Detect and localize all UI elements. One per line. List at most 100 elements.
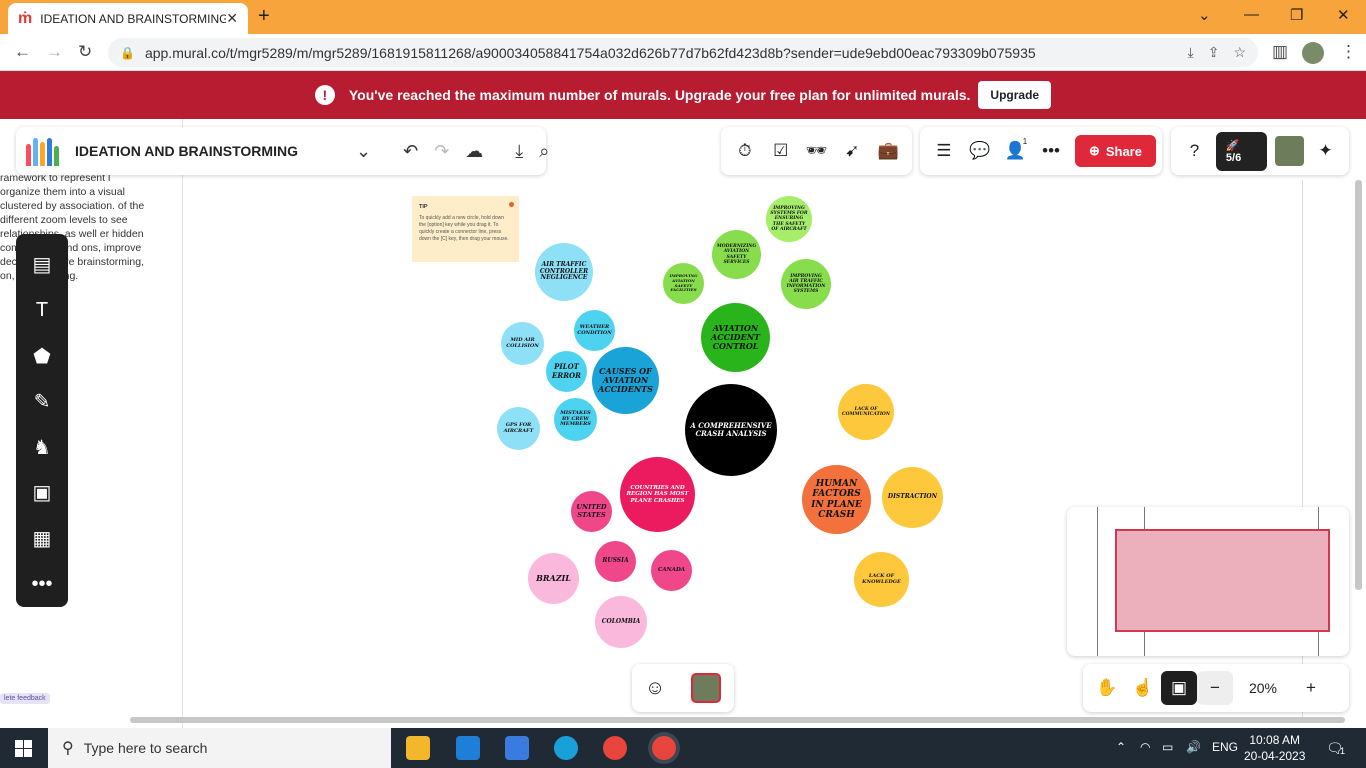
profile-avatar[interactable] xyxy=(1302,42,1324,64)
chrome-active-icon[interactable] xyxy=(652,736,676,760)
circle-countries[interactable]: COUNTRIES AND REGION HAS MOST PLANE CRAS… xyxy=(620,457,695,532)
image-icon[interactable]: ▣ xyxy=(32,482,52,505)
tip-note[interactable]: TIP To quickly add a new circle, hold do… xyxy=(412,196,519,262)
battery-icon[interactable]: ▭ xyxy=(1162,740,1174,754)
minimap[interactable] xyxy=(1067,507,1349,656)
circle-brazil[interactable]: BRAZIL xyxy=(528,553,579,604)
back-icon[interactable]: ← xyxy=(14,42,31,61)
circle-weather[interactable]: WEATHER CONDITION xyxy=(574,310,615,351)
install-app-icon[interactable]: ⤓ xyxy=(1187,44,1194,60)
circle-causes[interactable]: CAUSES OF AVIATION ACCIDENTS xyxy=(592,347,659,414)
onboarding-progress-button[interactable]: 🚀 5/6 xyxy=(1215,131,1267,171)
windows-start-icon[interactable] xyxy=(15,740,32,757)
circle-improving-systems[interactable]: IMPROVING SYSTEMS FOR ENSURING THE SAFET… xyxy=(766,196,812,242)
circle-gps[interactable]: GPS FOR AIRCRAFT xyxy=(497,407,540,450)
voting-icon[interactable]: ☑ xyxy=(773,141,789,160)
new-tab-icon[interactable]: + xyxy=(258,5,270,27)
chevron-down-icon[interactable]: ⌄ xyxy=(355,140,372,161)
mail-icon[interactable] xyxy=(456,736,480,760)
circle-improving-atis[interactable]: IMPROVING AIR TRAFFIC INFORMATION SYSTEM… xyxy=(781,259,831,309)
summon-icon[interactable]: ➹ xyxy=(845,141,860,160)
mural-logo[interactable] xyxy=(26,136,59,166)
more-tools-icon[interactable]: ••• xyxy=(31,572,53,595)
comments-icon[interactable]: 💬 xyxy=(969,141,991,160)
address-bar[interactable]: 🔒 app.mural.co/t/mgr5289/m/mgr5289/16819… xyxy=(108,38,1258,67)
sticky-note-icon[interactable]: ▤ xyxy=(32,254,52,277)
browser-menu-icon[interactable]: ⋮ xyxy=(1340,42,1357,61)
upgrade-button[interactable]: Upgrade xyxy=(978,81,1052,109)
system-clock[interactable]: 10:08 AM 20-04-2023 xyxy=(1244,732,1305,764)
zoom-in-button[interactable]: + xyxy=(1306,678,1316,697)
participant-avatar[interactable] xyxy=(691,673,722,703)
horizontal-scrollbar[interactable] xyxy=(130,717,1345,723)
network-icon[interactable]: ◠ xyxy=(1140,740,1151,754)
restore-icon[interactable]: ❐ xyxy=(1290,7,1304,24)
ai-sparkle-icon[interactable]: ✦ xyxy=(1318,141,1333,160)
circle-center[interactable]: A COMPREHENSIVE CRASH ANALYSIS xyxy=(685,384,777,476)
circle-pilot[interactable]: PILOT ERROR xyxy=(546,351,587,392)
close-tab-icon[interactable]: ✕ xyxy=(226,10,238,26)
volume-icon[interactable]: 🔊 xyxy=(1186,740,1201,754)
draw-pen-icon[interactable]: ✎ xyxy=(33,391,51,414)
side-panel-icon[interactable]: ▥ xyxy=(1272,42,1289,61)
circle-improving-facilities[interactable]: IMPROVING AVIATION SAFETY FACILITIES xyxy=(663,263,704,304)
undo-icon[interactable]: ↶ xyxy=(403,140,419,161)
circle-human[interactable]: HUMAN FACTORS IN PLANE CRASH xyxy=(802,465,871,534)
circle-canada[interactable]: CANADA xyxy=(651,550,692,591)
tray-chevron-icon[interactable]: ⌃ xyxy=(1116,740,1127,754)
share-page-icon[interactable]: ⇪ xyxy=(1207,44,1220,60)
private-mode-icon[interactable]: 🕶 xyxy=(805,141,828,160)
help-icon[interactable]: ? xyxy=(1189,141,1200,160)
download-icon[interactable]: ⤓ xyxy=(515,140,524,161)
tab-search-chevron-icon[interactable]: ⌄ xyxy=(1198,7,1211,24)
circle-russia[interactable]: RUSSIA xyxy=(595,541,636,582)
user-avatar[interactable] xyxy=(1275,136,1305,166)
reload-icon[interactable]: ↻ xyxy=(78,42,93,61)
shapes-connectors-icon[interactable]: ⬟ xyxy=(33,345,51,368)
minimize-icon[interactable]: — xyxy=(1244,6,1259,23)
store-icon[interactable] xyxy=(505,736,529,760)
outline-icon[interactable]: ☰ xyxy=(936,141,952,160)
zoom-out-button[interactable]: − xyxy=(1197,671,1233,705)
touchpad-icon[interactable]: ☝ xyxy=(1132,678,1154,697)
templates-grid-icon[interactable]: ▦ xyxy=(32,528,52,551)
cloud-saved-icon[interactable]: ☁ xyxy=(465,140,484,161)
hand-pan-icon[interactable]: ✋ xyxy=(1096,678,1118,697)
circle-modernizing[interactable]: MODERNIZING AVIATION SAFETY SERVICES xyxy=(712,230,761,279)
forward-icon[interactable]: → xyxy=(46,42,63,61)
minimap-viewport[interactable] xyxy=(1115,529,1330,632)
toolbox-icon[interactable]: 💼 xyxy=(877,141,899,160)
bookmark-star-icon[interactable]: ☆ xyxy=(1233,44,1246,60)
circle-control[interactable]: AVIATION ACCIDENT CONTROL xyxy=(701,303,770,372)
circle-us[interactable]: UNITED STATES xyxy=(571,491,612,532)
mural-title[interactable]: IDEATION AND BRAINSTORMING xyxy=(75,143,298,159)
taskbar-search[interactable]: ⚲ Type here to search xyxy=(48,728,391,768)
emoji-reaction-icon[interactable]: ☺ xyxy=(644,676,666,699)
more-options-icon[interactable]: ••• xyxy=(1042,141,1060,160)
circle-knowledge[interactable]: LACK OF KNOWLEDGE xyxy=(854,552,909,607)
close-window-icon[interactable]: ✕ xyxy=(1337,7,1350,24)
map-toggle-icon[interactable]: ▣ xyxy=(1161,671,1197,705)
collaborators-icon[interactable]: 👤 1 xyxy=(1004,137,1028,160)
feedback-link[interactable]: lete feedback xyxy=(0,693,50,704)
browser-tab-active[interactable]: ṁ IDEATION AND BRAINSTORMING ✕ xyxy=(8,3,248,34)
circle-communication[interactable]: LACK OF COMMUNICATION xyxy=(838,384,894,440)
circle-colombia[interactable]: COLOMBIA xyxy=(595,596,647,648)
search-icon[interactable]: ⌕ xyxy=(539,140,550,161)
notifications-icon[interactable]: 🗨 xyxy=(1326,740,1344,756)
zoom-level[interactable]: 20% xyxy=(1248,680,1278,696)
redo-icon[interactable]: ↷ xyxy=(434,140,450,161)
circle-crew[interactable]: MISTAKES BY CREW MEMBERS xyxy=(554,398,597,441)
circle-midair[interactable]: MID AIR COLLISION xyxy=(501,322,544,365)
timer-icon[interactable]: ⏱ xyxy=(738,141,752,160)
share-button[interactable]: ⊕ Share xyxy=(1074,135,1156,167)
llama-icons-icon[interactable]: ♞ xyxy=(33,436,51,459)
url-text[interactable]: app.mural.co/t/mgr5289/m/mgr5289/1681915… xyxy=(144,44,1036,61)
circle-distraction[interactable]: DISTRACTION xyxy=(882,467,943,528)
chrome-icon[interactable] xyxy=(603,736,627,760)
circle-air-traffic[interactable]: AIR TRAFFIC CONTROLLER NEGLIGENCE xyxy=(535,243,593,301)
file-explorer-icon[interactable] xyxy=(406,736,430,760)
vertical-scrollbar[interactable] xyxy=(1355,180,1362,590)
language-indicator[interactable]: ENG xyxy=(1212,740,1239,754)
edge-icon[interactable] xyxy=(554,736,578,760)
